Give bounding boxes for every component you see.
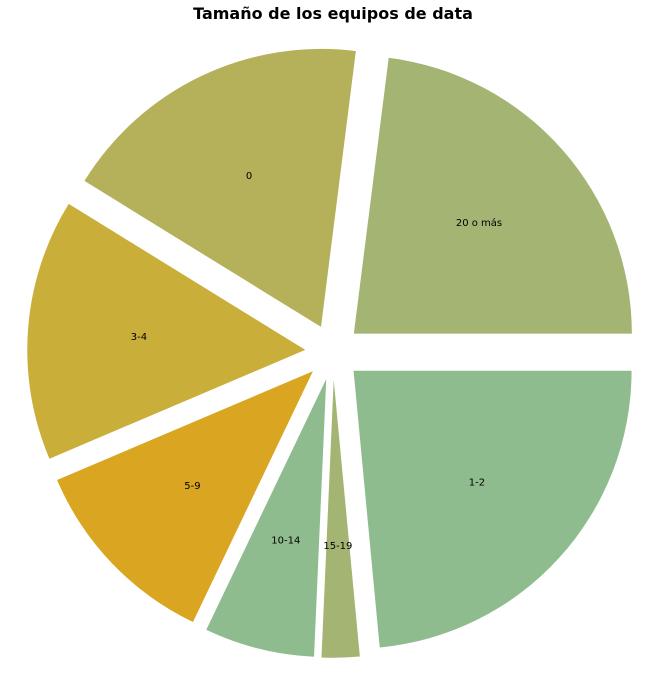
pie-label-20-o-más: 20 o más xyxy=(456,217,502,229)
pie-label-0: 0 xyxy=(246,171,252,182)
pie-label-1-2: 1-2 xyxy=(469,477,485,488)
pie-slice-5-9 xyxy=(57,371,313,623)
pie-label-10-14: 10-14 xyxy=(271,535,300,546)
chart-title: Tamaño de los equipos de data xyxy=(193,4,473,23)
pie-label-15-19: 15-19 xyxy=(323,541,352,552)
pie-slice-1-2 xyxy=(353,370,632,648)
pie-slice-3-4 xyxy=(27,203,306,459)
pie-slice-0 xyxy=(84,48,356,327)
pie-slices xyxy=(27,48,632,658)
pie-slice-15-19 xyxy=(321,379,360,658)
pie-labels: 1-2 15-19 10-14 5-9 3-4 0 20 o más xyxy=(131,171,502,552)
pie-slice-10-14 xyxy=(206,378,327,657)
pie-label-3-4: 3-4 xyxy=(131,332,147,343)
pie-label-5-9: 5-9 xyxy=(184,481,200,492)
pie-slice-20-o-más xyxy=(353,57,632,334)
